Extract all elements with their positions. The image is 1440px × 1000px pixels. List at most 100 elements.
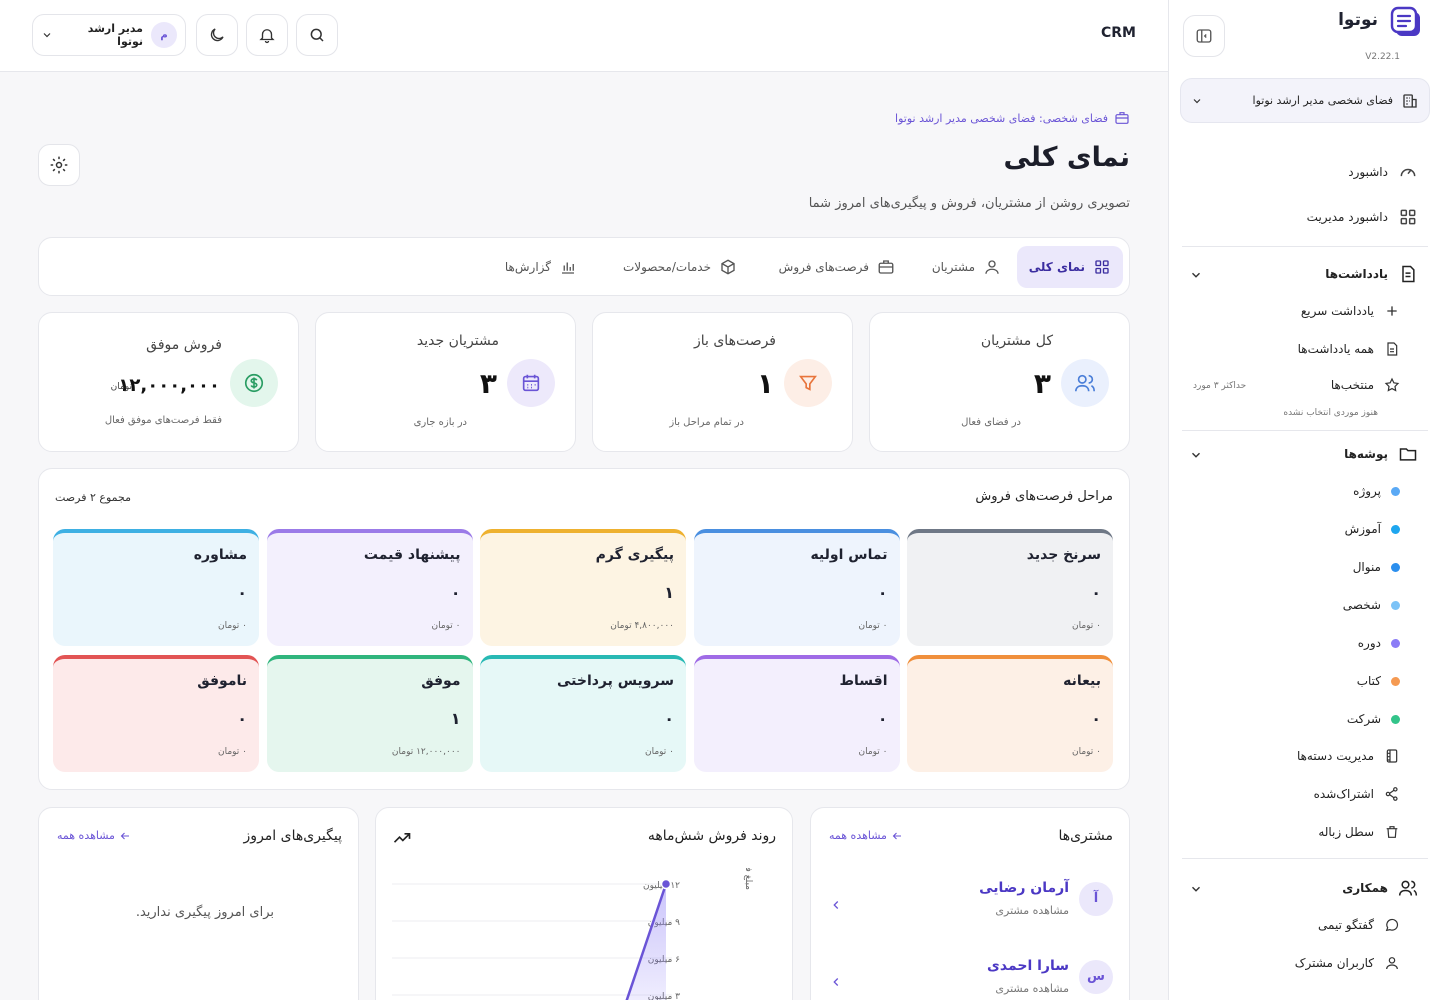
top-bar: CRM م مدیر ارشد نوتوا xyxy=(0,0,1168,72)
folder-item[interactable]: منوال xyxy=(1353,560,1400,574)
nav-favorites[interactable]: منتخب‌ها xyxy=(1331,377,1400,393)
favorites-limit: حداکثر ۳ مورد xyxy=(1193,381,1247,391)
tab-overview[interactable]: نمای کلی xyxy=(1016,246,1123,288)
folder-color-dot xyxy=(1391,486,1400,496)
stage-card[interactable]: سرویس پرداختی ۰ ۰ تومان xyxy=(480,655,686,772)
stage-card[interactable]: سرنخ جدید ۰ ۰ تومان xyxy=(907,529,1113,646)
stage-amount: ۴,۸۰۰,۰۰۰ تومان xyxy=(610,621,674,631)
nav-notes[interactable]: یادداشت‌ها xyxy=(1325,264,1418,284)
folder-label: آموزش xyxy=(1344,522,1381,536)
collapse-sidebar-button[interactable] xyxy=(1183,15,1225,57)
stage-card[interactable]: تماس اولیه ۰ ۰ تومان xyxy=(693,529,900,646)
y-axis-label: مبلغ فروش (توما xyxy=(743,868,753,890)
stage-name: پیگیری گرم xyxy=(595,547,674,563)
folder-icon xyxy=(1399,448,1417,461)
chevron-down-icon[interactable] xyxy=(1189,268,1203,282)
chat-icon xyxy=(1385,918,1399,932)
tab-opportunities[interactable]: فرصت‌های فروش xyxy=(767,246,907,288)
data-point[interactable] xyxy=(660,878,672,890)
stage-card[interactable]: پیشنهاد قیمت ۰ ۰ تومان xyxy=(266,529,473,646)
app-name: CRM xyxy=(1101,25,1136,41)
stage-amount: ۰ تومان xyxy=(858,747,888,757)
box-icon xyxy=(721,259,735,275)
series-line xyxy=(625,883,668,1000)
bar-chart-icon xyxy=(562,262,574,274)
nav-shared-users[interactable]: کاربران مشترک xyxy=(1295,955,1400,971)
stat-total-customers: کل مشتریان ۳ در فضای فعال xyxy=(869,312,1130,452)
calendar-icon xyxy=(507,359,555,407)
search-icon xyxy=(310,28,324,42)
avatar: آ xyxy=(1079,881,1113,916)
followups-empty-state: برای امروز پیگیری ندارید. xyxy=(135,905,274,920)
customer-action: مشاهده مشتری xyxy=(995,982,1069,995)
stage-card[interactable]: بیعانه ۰ ۰ تومان xyxy=(907,655,1113,772)
customer-action: مشاهده مشتری xyxy=(995,904,1069,917)
folder-item[interactable]: دوره xyxy=(1358,636,1400,650)
stage-card[interactable]: مشاوره ۰ ۰ تومان xyxy=(53,529,259,646)
stage-name: سرویس پرداختی xyxy=(556,673,674,689)
stage-count: ۰ xyxy=(1091,583,1101,602)
nav-manage-categories[interactable]: مدیریت دسته‌ها xyxy=(1297,748,1400,764)
tab-products[interactable]: خدمات/محصولات xyxy=(611,246,749,288)
chevron-down-icon[interactable] xyxy=(1189,882,1203,896)
nav-folders[interactable]: پوشه‌ها xyxy=(1344,444,1418,464)
grid-icon xyxy=(1095,260,1109,274)
stat-caption: در فضای فعال xyxy=(961,417,1021,428)
stat-value: ۱۲,۰۰۰,۰۰۰ xyxy=(118,375,220,396)
nav-dashboard[interactable]: داشبورد xyxy=(1348,162,1418,182)
nav-all-notes[interactable]: همه یادداشت‌ها xyxy=(1298,341,1400,357)
chevron-down-icon[interactable] xyxy=(1189,448,1203,462)
followups-view-all-link[interactable]: مشاهده همه xyxy=(57,829,131,842)
notifications-button[interactable] xyxy=(246,14,288,56)
theme-toggle-button[interactable] xyxy=(196,14,238,56)
stage-amount: ۰ تومان xyxy=(217,747,247,757)
stage-card[interactable]: پیگیری گرم ۱ ۴,۸۰۰,۰۰۰ تومان xyxy=(480,529,686,646)
grid-icon xyxy=(1400,209,1416,225)
nav-admin-dashboard[interactable]: داشبورد مدیریت xyxy=(1307,207,1418,227)
building-icon xyxy=(1403,93,1417,108)
chevron-left-icon[interactable] xyxy=(829,975,843,989)
customer-row[interactable]: س سارا احمدی مشاهده مشتری xyxy=(987,958,1113,995)
stat-label: فروش موفق xyxy=(146,337,222,353)
stage-name: مشاوره xyxy=(193,547,247,563)
folder-item[interactable]: شخصی xyxy=(1343,598,1400,612)
nav-collaboration[interactable]: همکاری xyxy=(1342,878,1418,898)
stage-count: ۰ xyxy=(237,709,247,728)
workspace-selector[interactable]: فضای شخصی مدیر ارشد نوتوا xyxy=(1180,78,1430,123)
workspace-name: فضای شخصی مدیر ارشد نوتوا xyxy=(1252,94,1393,107)
trash-icon xyxy=(1386,826,1398,838)
folder-item[interactable]: کتاب xyxy=(1357,674,1400,688)
user-menu-button[interactable]: م مدیر ارشد نوتوا xyxy=(32,14,186,56)
stage-card[interactable]: ناموفق ۰ ۰ تومان xyxy=(53,655,259,772)
nav-trash[interactable]: سطل زباله xyxy=(1318,824,1400,840)
folder-item[interactable]: آموزش xyxy=(1345,522,1400,536)
folder-label: پروژه xyxy=(1353,484,1381,498)
chevron-left-icon[interactable] xyxy=(829,898,843,912)
folder-item[interactable]: پروژه xyxy=(1353,484,1400,498)
tab-customers[interactable]: مشتریان xyxy=(920,246,1013,288)
folder-color-dot xyxy=(1391,714,1400,724)
customers-view-all-link[interactable]: مشاهده همه xyxy=(829,829,903,842)
nav-shared[interactable]: اشتراک‌شده xyxy=(1314,786,1400,802)
arrow-left-icon xyxy=(892,832,901,839)
settings-button[interactable] xyxy=(38,144,80,186)
customer-row[interactable]: آ آرمان رضایی مشاهده مشتری xyxy=(979,880,1113,917)
nav-quick-note[interactable]: یادداشت سریع xyxy=(1301,303,1400,319)
stat-value: ۱ xyxy=(756,367,774,400)
tab-reports[interactable]: گزارش‌ها xyxy=(493,246,589,288)
stage-card[interactable]: موفق ۱ ۱۲,۰۰۰,۰۰۰ تومان xyxy=(266,655,473,772)
stage-card[interactable]: اقساط ۰ ۰ تومان xyxy=(693,655,900,772)
folder-item[interactable]: شرکت xyxy=(1347,712,1400,726)
chevron-down-icon xyxy=(43,33,51,38)
folder-color-dot xyxy=(1391,524,1400,534)
folder-color-dot xyxy=(1391,600,1400,610)
customers-title: مشتری‌ها xyxy=(1058,828,1113,844)
share-icon xyxy=(1385,787,1398,801)
users-icon xyxy=(1061,359,1109,407)
folder-label: کتاب xyxy=(1356,674,1381,688)
nav-team-chat[interactable]: گفتگو تیمی xyxy=(1318,917,1400,933)
pipeline-total: مجموع ۲ فرصت xyxy=(55,491,131,504)
search-button[interactable] xyxy=(296,14,338,56)
gauge-icon xyxy=(1400,168,1416,177)
breadcrumb[interactable]: فضای شخصی: فضای شخصی مدیر ارشد نوتوا xyxy=(895,110,1130,126)
